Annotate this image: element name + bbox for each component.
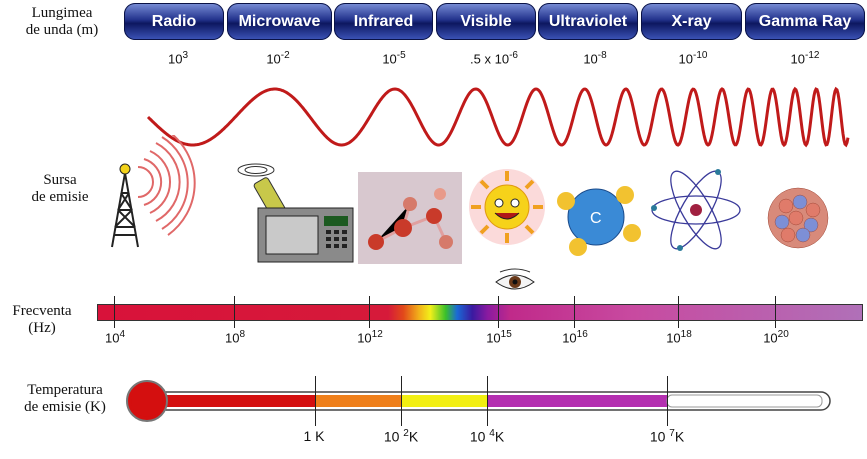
svg-text:C: C: [590, 210, 602, 227]
temperature-row-label: Temperatura de emisie (K): [24, 382, 106, 415]
source-row-label: Sursa de emisie: [31, 172, 89, 205]
band-x-ray: X-ray: [641, 3, 742, 40]
radio-tower-icon: [111, 135, 196, 248]
wavelength-gamma-ray: 10-12: [790, 50, 820, 67]
frequency-row-label: Frecventa (Hz): [12, 303, 72, 336]
frequency-tick-mark: [574, 296, 575, 328]
wavelength-row-label: Lungimea de unda (m): [25, 5, 99, 38]
carbon-atom-icon: C: [557, 186, 641, 256]
sun-icon: [469, 169, 545, 245]
wavelength-visible: .5 x 10-6: [470, 50, 518, 67]
wavelength-infrared: 10-5: [382, 50, 406, 67]
temperature-tick-mark: [401, 376, 402, 426]
frequency-tick-mark: [775, 296, 776, 328]
band-microwave: Microwave: [227, 3, 332, 40]
band-ultraviolet: Ultraviolet: [538, 3, 638, 40]
wavelength-microwave: 10-2: [266, 50, 290, 67]
frequency-tick-label: 1018: [666, 329, 692, 346]
wavelength-radio: 103: [167, 50, 189, 67]
thermometer: [126, 380, 831, 422]
frequency-tick-mark: [369, 296, 370, 328]
frequency-tick-mark: [498, 296, 499, 328]
temperature-tick-mark: [667, 376, 668, 426]
temperature-tick-label: 10 4K: [469, 428, 505, 445]
frequency-tick-mark: [234, 296, 235, 328]
atomic-nucleus-icon: [767, 187, 829, 249]
temperature-tick-label: 10 2K: [383, 428, 419, 445]
wavelength-x-ray: 10-10: [678, 50, 708, 67]
frequency-tick-label: 1020: [763, 329, 789, 346]
molecules-icon: [358, 172, 462, 264]
temperature-tick-mark: [487, 376, 488, 426]
electromagnetic-wave: [146, 86, 850, 148]
frequency-tick-mark: [678, 296, 679, 328]
frequency-tick-label: 1016: [562, 329, 588, 346]
band-gamma-ray: Gamma Ray: [745, 3, 865, 40]
frequency-tick-label: 1012: [357, 329, 383, 346]
temperature-tick-label: 10 7K: [649, 428, 685, 445]
band-visible: Visible: [436, 3, 536, 40]
temperature-tick-label: 1 K: [303, 428, 325, 444]
eye-icon: [495, 268, 535, 290]
frequency-tick-mark: [114, 296, 115, 328]
frequency-spectrum-bar: [97, 304, 863, 321]
band-radio: Radio: [124, 3, 224, 40]
microwave-oven-icon: [237, 163, 354, 263]
frequency-tick-label: 108: [224, 329, 246, 346]
temperature-tick-mark: [315, 376, 316, 426]
frequency-tick-label: 1015: [486, 329, 512, 346]
atom-orbits-icon: [651, 169, 741, 251]
band-infrared: Infrared: [334, 3, 433, 40]
frequency-tick-label: 104: [104, 329, 126, 346]
wavelength-ultraviolet: 10-8: [583, 50, 607, 67]
